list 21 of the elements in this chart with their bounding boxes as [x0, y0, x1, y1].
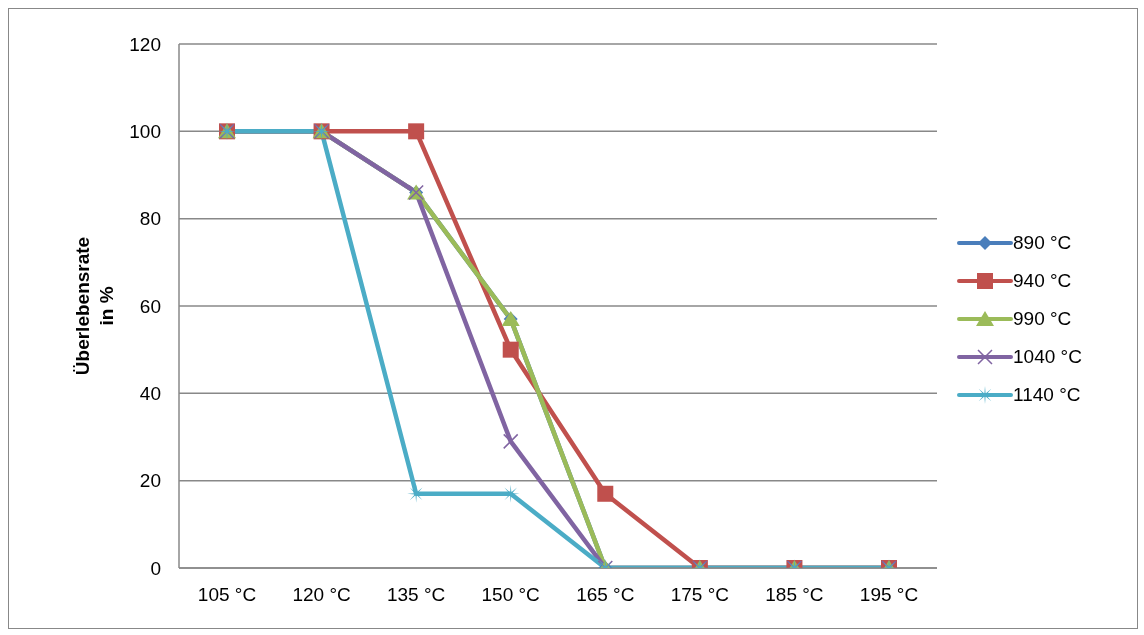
legend-label: 1140 °C — [1013, 383, 1081, 406]
y-tick-label: 0 — [150, 557, 161, 579]
y-tick-label: 120 — [129, 33, 161, 55]
x-tick-label: 135 °C — [386, 584, 446, 606]
x-tick-label: 185 °C — [765, 584, 824, 606]
y-tick-label: 80 — [139, 208, 161, 230]
y-tick-label: 40 — [139, 383, 161, 405]
legend-label: 940 °C — [1013, 269, 1072, 292]
y-tick-label: 100 — [129, 121, 161, 143]
legend-label: 1040 °C — [1013, 345, 1082, 368]
x-tick-label: 195 °C — [859, 584, 919, 606]
x-tick-label: 175 °C — [670, 584, 730, 606]
x-tick-label: 150 °C — [481, 584, 540, 606]
legend-label: 890 °C — [1013, 231, 1072, 254]
x-tick-label: 105 °C — [197, 584, 257, 606]
y-axis-title: Überlebensrate in % — [72, 236, 117, 376]
x-tick-label: 165 °C — [576, 584, 635, 606]
legend-label: 990 °C — [1013, 307, 1072, 330]
x-tick-label: 120 °C — [292, 584, 351, 606]
y-tick-label: 20 — [139, 470, 161, 492]
y-tick-label: 60 — [139, 295, 161, 317]
